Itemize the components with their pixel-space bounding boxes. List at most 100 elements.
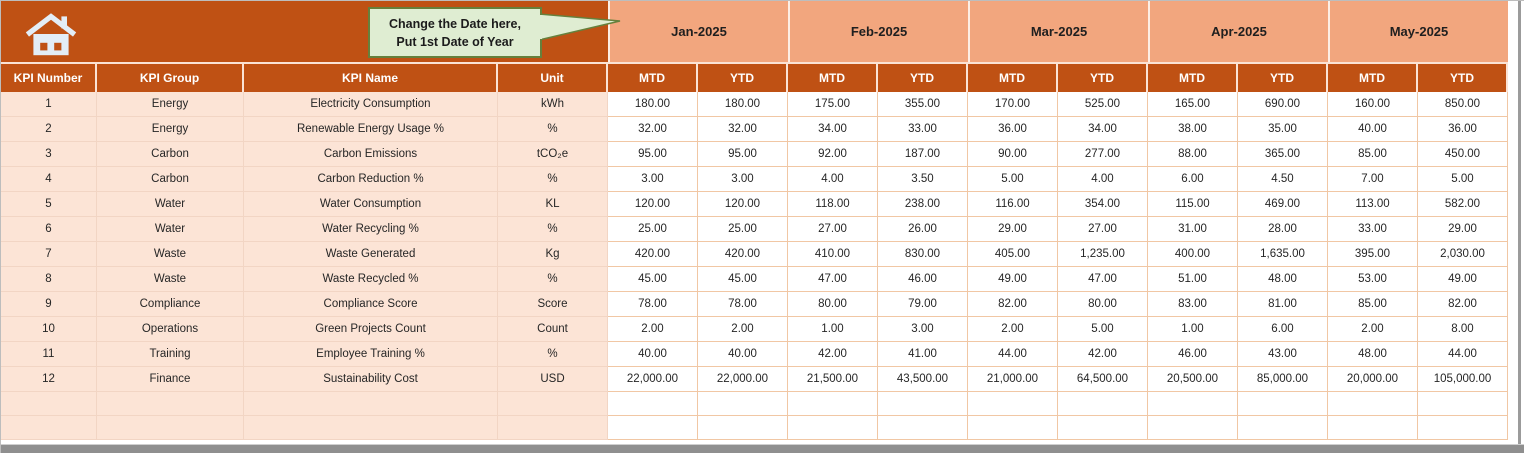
cell-ytd-value[interactable]: 5.00 [1418, 167, 1508, 192]
cell-ytd-value[interactable]: 64,500.00 [1058, 367, 1148, 392]
cell-mtd-value[interactable]: 45.00 [608, 267, 698, 292]
cell-mtd-value[interactable]: 3.00 [608, 167, 698, 192]
cell-ytd-value[interactable]: 355.00 [878, 92, 968, 117]
empty-cell[interactable] [1418, 392, 1508, 416]
cell-kpi-name[interactable]: Waste Recycled % [244, 267, 498, 292]
cell-kpi-group[interactable]: Finance [97, 367, 244, 392]
cell-mtd-value[interactable]: 83.00 [1148, 292, 1238, 317]
cell-mtd-value[interactable]: 113.00 [1328, 192, 1418, 217]
cell-mtd-value[interactable]: 46.00 [1148, 342, 1238, 367]
cell-ytd-value[interactable]: 582.00 [1418, 192, 1508, 217]
cell-kpi-name[interactable]: Carbon Emissions [244, 142, 498, 167]
empty-cell[interactable] [1328, 416, 1418, 440]
empty-cell[interactable] [1328, 392, 1418, 416]
cell-ytd-value[interactable]: 120.00 [698, 192, 788, 217]
empty-cell[interactable] [498, 392, 608, 416]
cell-ytd-value[interactable]: 2,030.00 [1418, 242, 1508, 267]
cell-mtd-value[interactable]: 36.00 [968, 117, 1058, 142]
cell-kpi-name[interactable]: Renewable Energy Usage % [244, 117, 498, 142]
cell-mtd-value[interactable]: 44.00 [968, 342, 1058, 367]
cell-kpi-name[interactable]: Waste Generated [244, 242, 498, 267]
cell-mtd-value[interactable]: 6.00 [1148, 167, 1238, 192]
cell-kpi-name[interactable]: Employee Training % [244, 342, 498, 367]
cell-ytd-value[interactable]: 40.00 [698, 342, 788, 367]
cell-ytd-value[interactable]: 187.00 [878, 142, 968, 167]
cell-mtd-value[interactable]: 165.00 [1148, 92, 1238, 117]
cell-ytd-value[interactable]: 690.00 [1238, 92, 1328, 117]
cell-ytd-value[interactable]: 180.00 [698, 92, 788, 117]
empty-cell[interactable] [1238, 416, 1328, 440]
cell-unit[interactable]: % [498, 167, 608, 192]
cell-mtd-value[interactable]: 95.00 [608, 142, 698, 167]
cell-ytd-value[interactable]: 81.00 [1238, 292, 1328, 317]
cell-ytd-value[interactable]: 85,000.00 [1238, 367, 1328, 392]
cell-mtd-value[interactable]: 32.00 [608, 117, 698, 142]
cell-ytd-value[interactable]: 3.00 [698, 167, 788, 192]
empty-cell[interactable] [1238, 392, 1328, 416]
cell-mtd-value[interactable]: 25.00 [608, 217, 698, 242]
cell-kpi-name[interactable]: Green Projects Count [244, 317, 498, 342]
cell-mtd-value[interactable]: 160.00 [1328, 92, 1418, 117]
cell-unit[interactable]: USD [498, 367, 608, 392]
cell-mtd-value[interactable]: 51.00 [1148, 267, 1238, 292]
cell-ytd-value[interactable]: 47.00 [1058, 267, 1148, 292]
cell-mtd-value[interactable]: 2.00 [608, 317, 698, 342]
cell-mtd-value[interactable]: 180.00 [608, 92, 698, 117]
cell-kpi-number[interactable]: 1 [1, 92, 97, 117]
month-header-cell[interactable]: Apr-2025 [1148, 1, 1328, 62]
cell-mtd-value[interactable]: 88.00 [1148, 142, 1238, 167]
cell-ytd-value[interactable]: 22,000.00 [698, 367, 788, 392]
cell-kpi-name[interactable]: Water Recycling % [244, 217, 498, 242]
cell-mtd-value[interactable]: 2.00 [968, 317, 1058, 342]
cell-kpi-group[interactable]: Training [97, 342, 244, 367]
cell-mtd-value[interactable]: 175.00 [788, 92, 878, 117]
cell-kpi-group[interactable]: Operations [97, 317, 244, 342]
cell-ytd-value[interactable]: 3.00 [878, 317, 968, 342]
cell-kpi-name[interactable]: Electricity Consumption [244, 92, 498, 117]
cell-kpi-number[interactable]: 4 [1, 167, 97, 192]
cell-kpi-number[interactable]: 8 [1, 267, 97, 292]
cell-kpi-group[interactable]: Carbon [97, 142, 244, 167]
cell-mtd-value[interactable]: 34.00 [788, 117, 878, 142]
cell-ytd-value[interactable]: 365.00 [1238, 142, 1328, 167]
cell-mtd-value[interactable]: 1.00 [1148, 317, 1238, 342]
empty-cell[interactable] [498, 416, 608, 440]
cell-ytd-value[interactable]: 35.00 [1238, 117, 1328, 142]
cell-ytd-value[interactable]: 78.00 [698, 292, 788, 317]
empty-cell[interactable] [608, 392, 698, 416]
cell-ytd-value[interactable]: 105,000.00 [1418, 367, 1508, 392]
cell-ytd-value[interactable]: 420.00 [698, 242, 788, 267]
cell-mtd-value[interactable]: 4.00 [788, 167, 878, 192]
empty-cell[interactable] [244, 416, 498, 440]
empty-cell[interactable] [244, 392, 498, 416]
cell-ytd-value[interactable]: 28.00 [1238, 217, 1328, 242]
month-header-cell[interactable]: May-2025 [1328, 1, 1508, 62]
cell-ytd-value[interactable]: 5.00 [1058, 317, 1148, 342]
cell-ytd-value[interactable]: 41.00 [878, 342, 968, 367]
cell-ytd-value[interactable]: 43.00 [1238, 342, 1328, 367]
month-header-cell[interactable]: Mar-2025 [968, 1, 1148, 62]
cell-kpi-group[interactable]: Waste [97, 267, 244, 292]
cell-mtd-value[interactable]: 31.00 [1148, 217, 1238, 242]
cell-mtd-value[interactable]: 120.00 [608, 192, 698, 217]
cell-mtd-value[interactable]: 38.00 [1148, 117, 1238, 142]
cell-mtd-value[interactable]: 92.00 [788, 142, 878, 167]
cell-kpi-name[interactable]: Water Consumption [244, 192, 498, 217]
cell-ytd-value[interactable]: 49.00 [1418, 267, 1508, 292]
empty-cell[interactable] [1418, 416, 1508, 440]
cell-mtd-value[interactable]: 21,000.00 [968, 367, 1058, 392]
cell-kpi-group[interactable]: Compliance [97, 292, 244, 317]
cell-mtd-value[interactable]: 85.00 [1328, 142, 1418, 167]
cell-mtd-value[interactable]: 420.00 [608, 242, 698, 267]
month-header-cell[interactable]: Jan-2025 [608, 1, 788, 62]
cell-kpi-number[interactable]: 12 [1, 367, 97, 392]
cell-ytd-value[interactable]: 33.00 [878, 117, 968, 142]
cell-mtd-value[interactable]: 20,500.00 [1148, 367, 1238, 392]
cell-unit[interactable]: % [498, 217, 608, 242]
cell-mtd-value[interactable]: 78.00 [608, 292, 698, 317]
cell-mtd-value[interactable]: 5.00 [968, 167, 1058, 192]
cell-mtd-value[interactable]: 20,000.00 [1328, 367, 1418, 392]
cell-ytd-value[interactable]: 238.00 [878, 192, 968, 217]
cell-kpi-number[interactable]: 2 [1, 117, 97, 142]
cell-ytd-value[interactable]: 450.00 [1418, 142, 1508, 167]
